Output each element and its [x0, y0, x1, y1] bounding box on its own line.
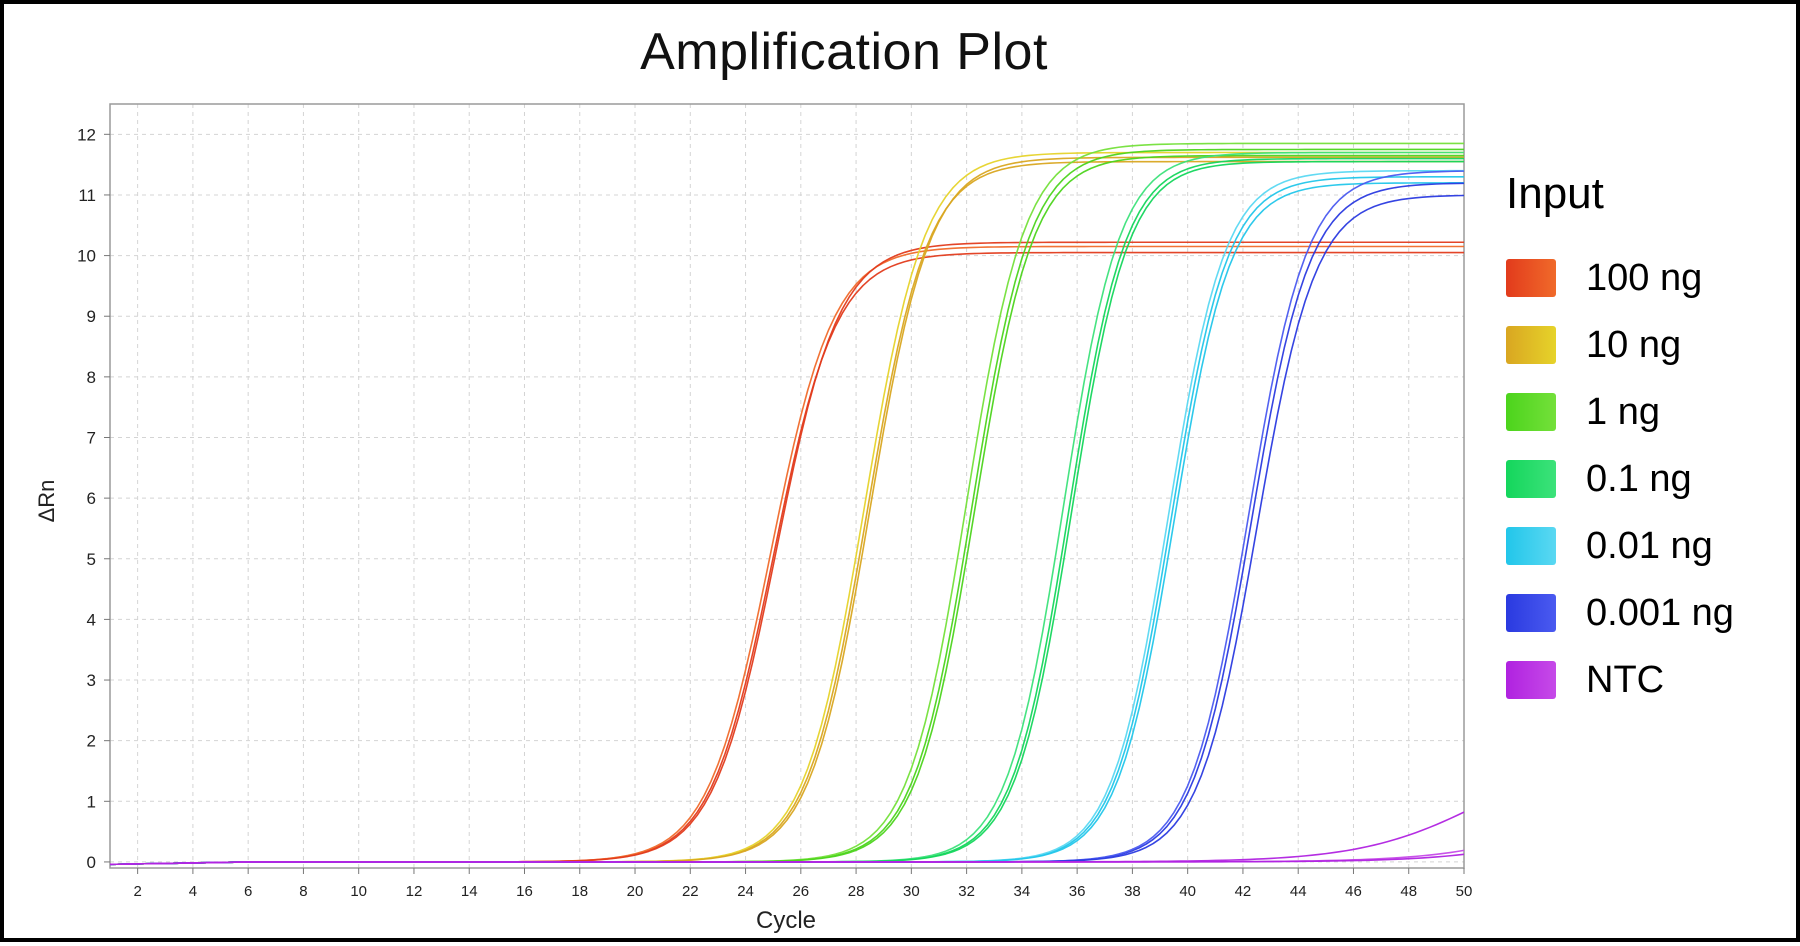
axes: 2 4 6 8 10 12 14 16 18 20 22 24 26 28 30 32 34 36 38 40 42 44…: [77, 103, 1473, 900]
x-tick-label: 26: [792, 883, 809, 900]
x-tick-label: 18: [571, 883, 588, 900]
amplification-plot: 2 4 6 8 10 12 14 16 18 20 22 24 26 28 30 32 34 36 38 40 42 44…: [34, 103, 1473, 934]
amplification-curve: [110, 853, 1464, 866]
x-tick-label: 14: [461, 883, 478, 900]
x-tick-label: 24: [737, 883, 754, 900]
legend-item: 100 ng: [1504, 257, 1794, 324]
y-tick-label: 6: [87, 489, 96, 508]
legend-label: 0.1 ng: [1586, 458, 1692, 500]
legend-item: 0.1 ng: [1504, 458, 1794, 525]
y-tick-label: 12: [77, 125, 96, 144]
x-tick-label: 28: [848, 883, 865, 900]
x-tick-label: 46: [1345, 883, 1362, 900]
legend-title: Input: [1506, 169, 1604, 218]
plot-background: [110, 104, 1464, 868]
y-tick-label: 10: [77, 247, 96, 266]
legend-swatch: [1506, 594, 1556, 632]
legend-swatch: [1506, 326, 1556, 364]
x-tick-label: 8: [299, 883, 307, 900]
chart-title: Amplification Plot: [640, 23, 1048, 81]
x-tick-label: 10: [350, 883, 367, 900]
legend-label: 100 ng: [1586, 257, 1703, 299]
legend-label: 0.001 ng: [1586, 592, 1734, 634]
x-tick-label: 12: [406, 883, 423, 900]
x-tick-label: 34: [1014, 883, 1031, 900]
legend-swatch: [1506, 393, 1556, 431]
legend-swatch: [1506, 661, 1556, 699]
y-tick-label: 0: [87, 853, 96, 872]
legend-swatch: [1506, 527, 1556, 565]
y-tick-label: 3: [87, 671, 96, 690]
x-tick-label: 30: [903, 883, 920, 900]
x-tick-label: 22: [682, 883, 699, 900]
legend-label: 1 ng: [1586, 391, 1660, 433]
y-tick-label: 7: [87, 428, 96, 447]
x-tick-label: 48: [1400, 883, 1417, 900]
x-tick-label: 42: [1235, 883, 1252, 900]
x-tick-label: 32: [958, 883, 975, 900]
plot-border: [109, 103, 1465, 869]
legend-item: 10 ng: [1504, 324, 1794, 391]
x-tick-label: 20: [627, 883, 644, 900]
x-tick-label: 38: [1124, 883, 1141, 900]
y-tick-label: 2: [87, 732, 96, 751]
x-tick-label: 6: [244, 883, 252, 900]
x-tick-label: 4: [189, 883, 197, 900]
legend-item: 0.001 ng: [1504, 592, 1794, 659]
legend-item: NTC: [1504, 659, 1794, 726]
x-tick-label: 2: [133, 883, 141, 900]
legend-label: 10 ng: [1586, 324, 1682, 366]
legend-swatch: [1506, 460, 1556, 498]
legend-swatch: [1506, 259, 1556, 297]
legend-item: 1 ng: [1504, 391, 1794, 458]
grid: [110, 104, 1465, 868]
y-axis-title: ΔRn: [34, 480, 59, 523]
x-tick-label: 36: [1069, 883, 1086, 900]
y-tick-label: 8: [87, 368, 96, 387]
x-tick-label: 44: [1290, 883, 1307, 900]
y-tick-label: 9: [87, 307, 96, 326]
x-tick-label: 50: [1456, 883, 1473, 900]
legend-item: 0.01 ng: [1504, 525, 1794, 592]
legend: Input 100 ng 10 ng 1 ng 0.1 ng 0.01 ng 0.001 …: [1504, 169, 1794, 726]
x-tick-label: 16: [516, 883, 533, 900]
series-lines: [110, 142, 1464, 866]
legend-label: NTC: [1586, 659, 1665, 701]
y-tick-label: 1: [87, 792, 96, 811]
x-axis-title: Cycle: [756, 907, 816, 934]
y-tick-label: 11: [78, 186, 96, 205]
x-tick-label: 40: [1179, 883, 1196, 900]
legend-label: 0.01 ng: [1586, 525, 1713, 567]
legend-items: 100 ng 10 ng 1 ng 0.1 ng 0.01 ng 0.001 ng NTC: [1504, 257, 1794, 726]
y-tick-label: 5: [87, 550, 96, 569]
y-tick-label: 4: [87, 610, 96, 629]
series-ntc: [110, 811, 1464, 866]
